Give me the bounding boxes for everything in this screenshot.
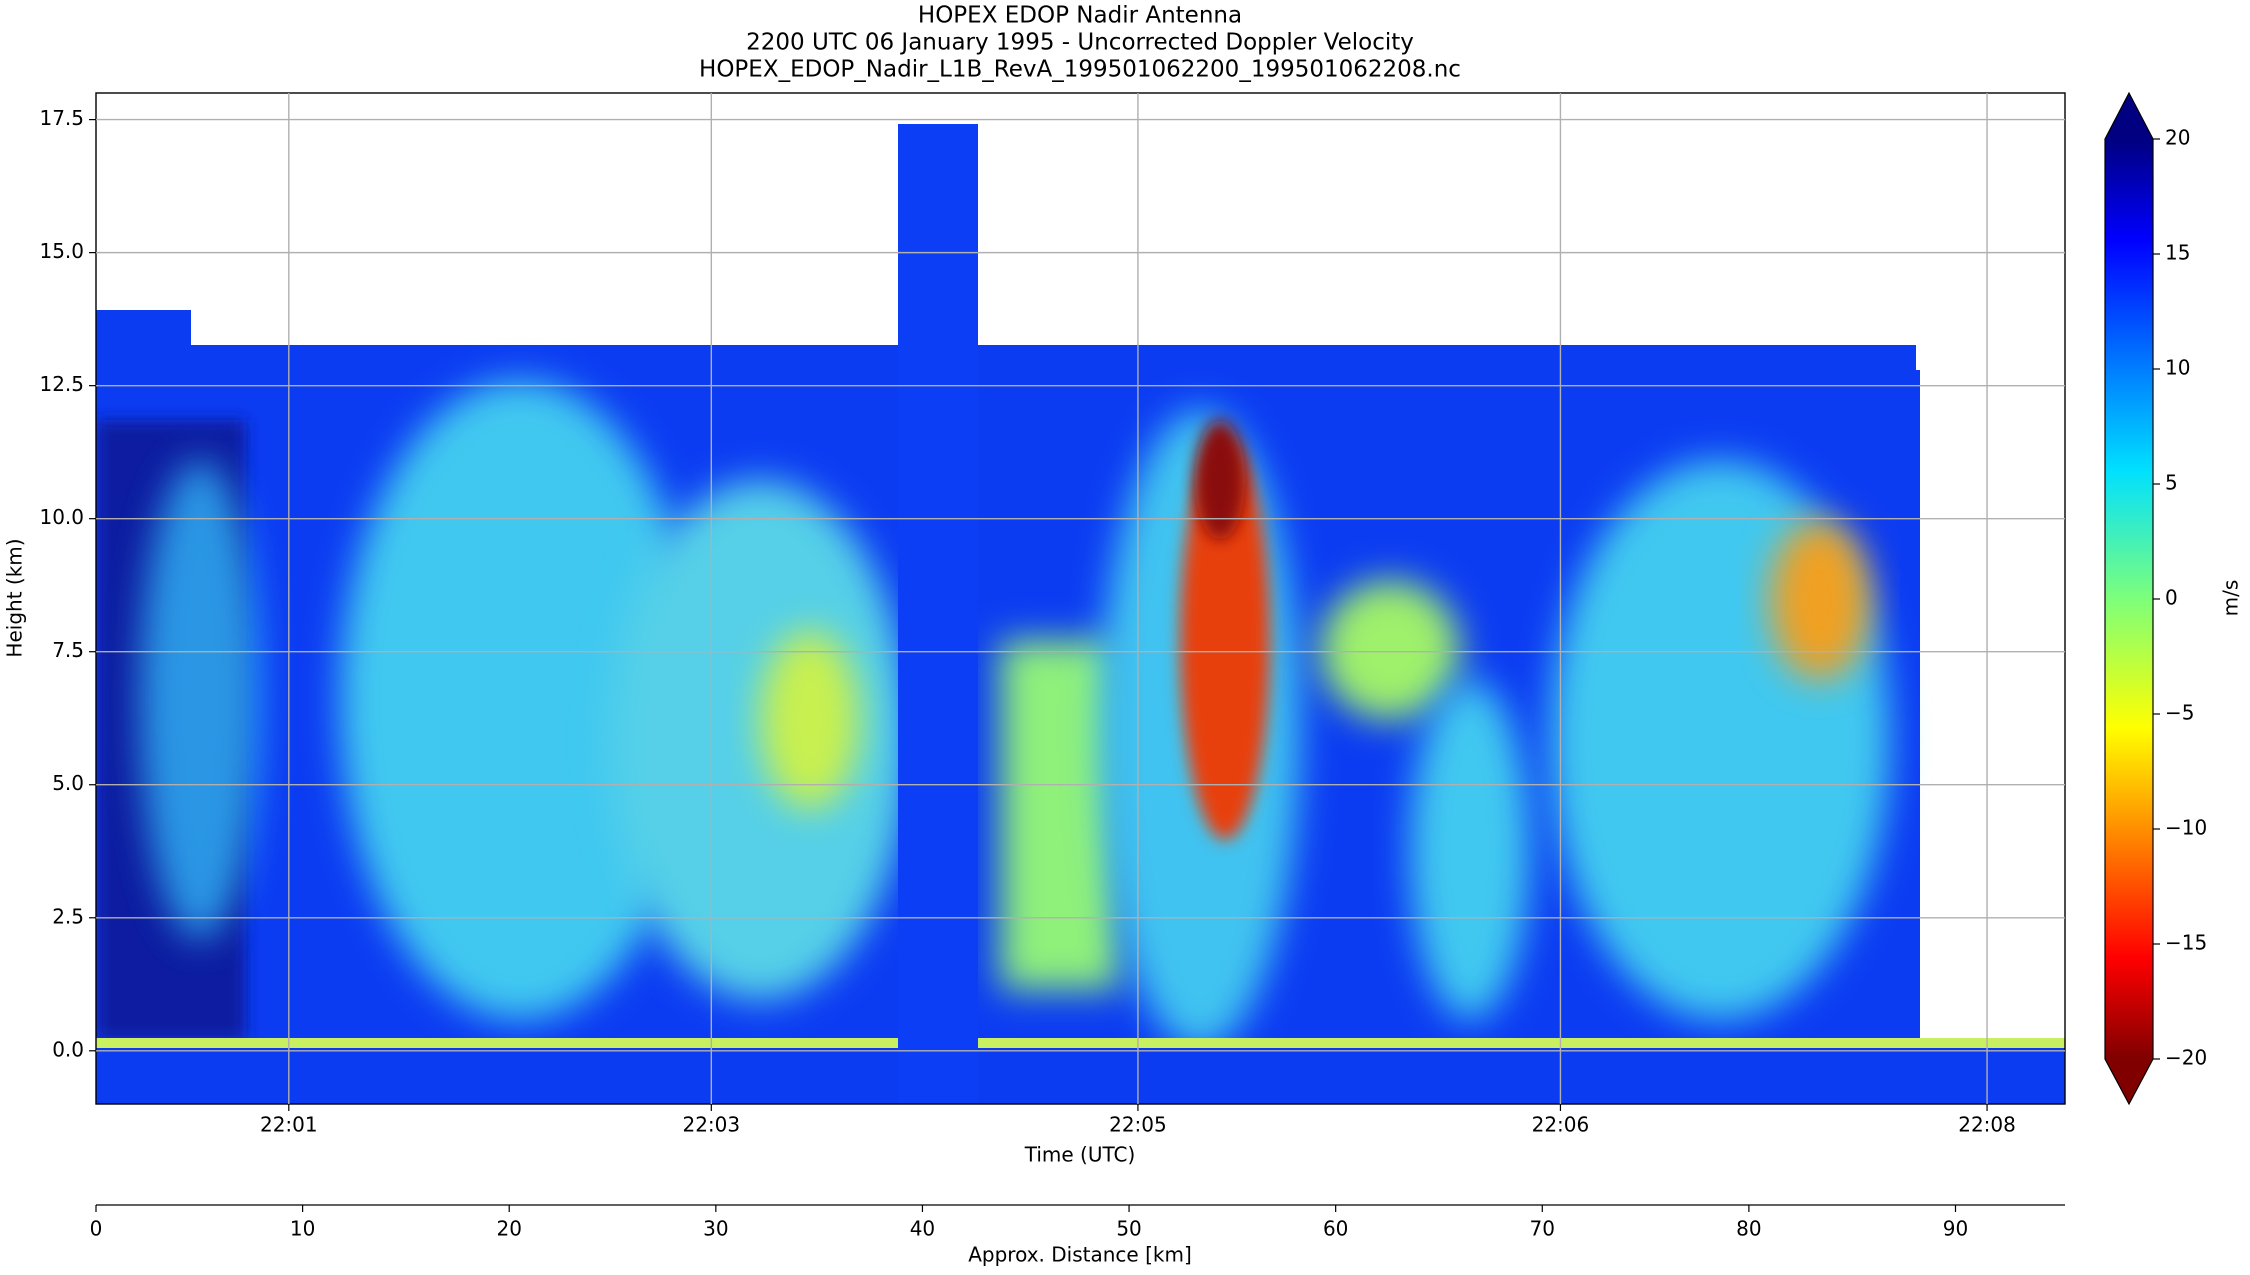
colorbar-tick-label: 5: [2165, 471, 2178, 495]
radar-echo: [1320, 580, 1460, 720]
colorbar-tick-label: −5: [2165, 701, 2194, 725]
radar-echo: [1180, 440, 1270, 840]
x-tick-label: 22:08: [1958, 1113, 2016, 1137]
x2-tick-label: 0: [90, 1217, 103, 1241]
chart-filename: HOPEX_EDOP_Nadir_L1B_RevA_199501062200_1…: [699, 57, 1461, 83]
y-tick-label: 10.0: [39, 505, 84, 529]
colorbar-extend: [2105, 1059, 2153, 1104]
colorbar-tick-label: 20: [2165, 126, 2190, 150]
x-axis-label: Time (UTC): [1024, 1143, 1136, 1167]
colorbar-label: m/s: [2219, 580, 2243, 617]
radar-echo: [1000, 640, 1120, 990]
y-tick-label: 17.5: [39, 106, 84, 130]
x2-tick-label: 60: [1323, 1217, 1348, 1241]
x2-tick-label: 80: [1736, 1217, 1761, 1241]
colorbar-tick-label: 15: [2165, 241, 2190, 265]
colorbar-tick-label: 10: [2165, 356, 2190, 380]
ground-echo: [96, 1038, 2065, 1048]
chart-subtitle: 2200 UTC 06 January 1995 - Uncorrected D…: [746, 30, 1414, 56]
x-tick-label: 22:03: [682, 1113, 740, 1137]
y-tick-label: 12.5: [39, 372, 84, 396]
radar-echo: [140, 460, 260, 940]
y-tick-label: 0.0: [52, 1037, 84, 1061]
x2-tick-label: 30: [703, 1217, 728, 1241]
x-tick-label: 22:05: [1109, 1113, 1167, 1137]
colorbar-tick-label: −20: [2165, 1046, 2207, 1070]
x2-tick-label: 70: [1530, 1217, 1555, 1241]
plot-frame: [95, 92, 2066, 1105]
y-tick-label: 5.0: [52, 771, 84, 795]
radar-echo: [1770, 520, 1870, 680]
x-tick-label: 22:06: [1532, 1113, 1590, 1137]
x2-tick-label: 20: [496, 1217, 521, 1241]
radar-echo: [760, 630, 860, 810]
colorbar-extend: [2105, 93, 2153, 139]
radar-echo: [96, 310, 191, 370]
x2-tick-label: 50: [1116, 1217, 1141, 1241]
radar-echo: [898, 1038, 978, 1104]
colorbar-tick-label: −15: [2165, 931, 2207, 955]
x2-tick-label: 90: [1943, 1217, 1968, 1241]
y-tick-label: 2.5: [52, 904, 84, 928]
radar-echo: [340, 380, 700, 1020]
radar-echo: [1195, 420, 1245, 540]
y-axis-label: Height (km): [3, 538, 27, 657]
x2-tick-label: 10: [290, 1217, 315, 1241]
colorbar: [2105, 139, 2153, 1059]
radar-echo: [898, 124, 978, 1104]
y-tick-label: 7.5: [52, 638, 84, 662]
colorbar-tick-label: 0: [2165, 586, 2178, 610]
ground-echo: [96, 1048, 2065, 1104]
radar-image: [96, 124, 2065, 1104]
x2-tick-label: 40: [910, 1217, 935, 1241]
x2-axis-label: Approx. Distance [km]: [968, 1243, 1192, 1267]
radar-echo: [610, 480, 910, 1000]
chart-title: HOPEX EDOP Nadir Antenna: [918, 3, 1242, 29]
radar-echo: [1410, 680, 1530, 1020]
y-tick-label: 15.0: [39, 239, 84, 263]
x-tick-label: 22:01: [260, 1113, 318, 1137]
colorbar-tick-label: −10: [2165, 816, 2207, 840]
